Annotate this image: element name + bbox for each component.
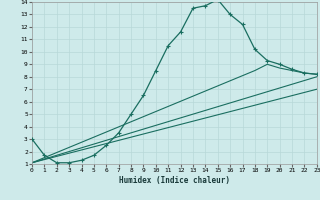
X-axis label: Humidex (Indice chaleur): Humidex (Indice chaleur): [119, 176, 230, 185]
